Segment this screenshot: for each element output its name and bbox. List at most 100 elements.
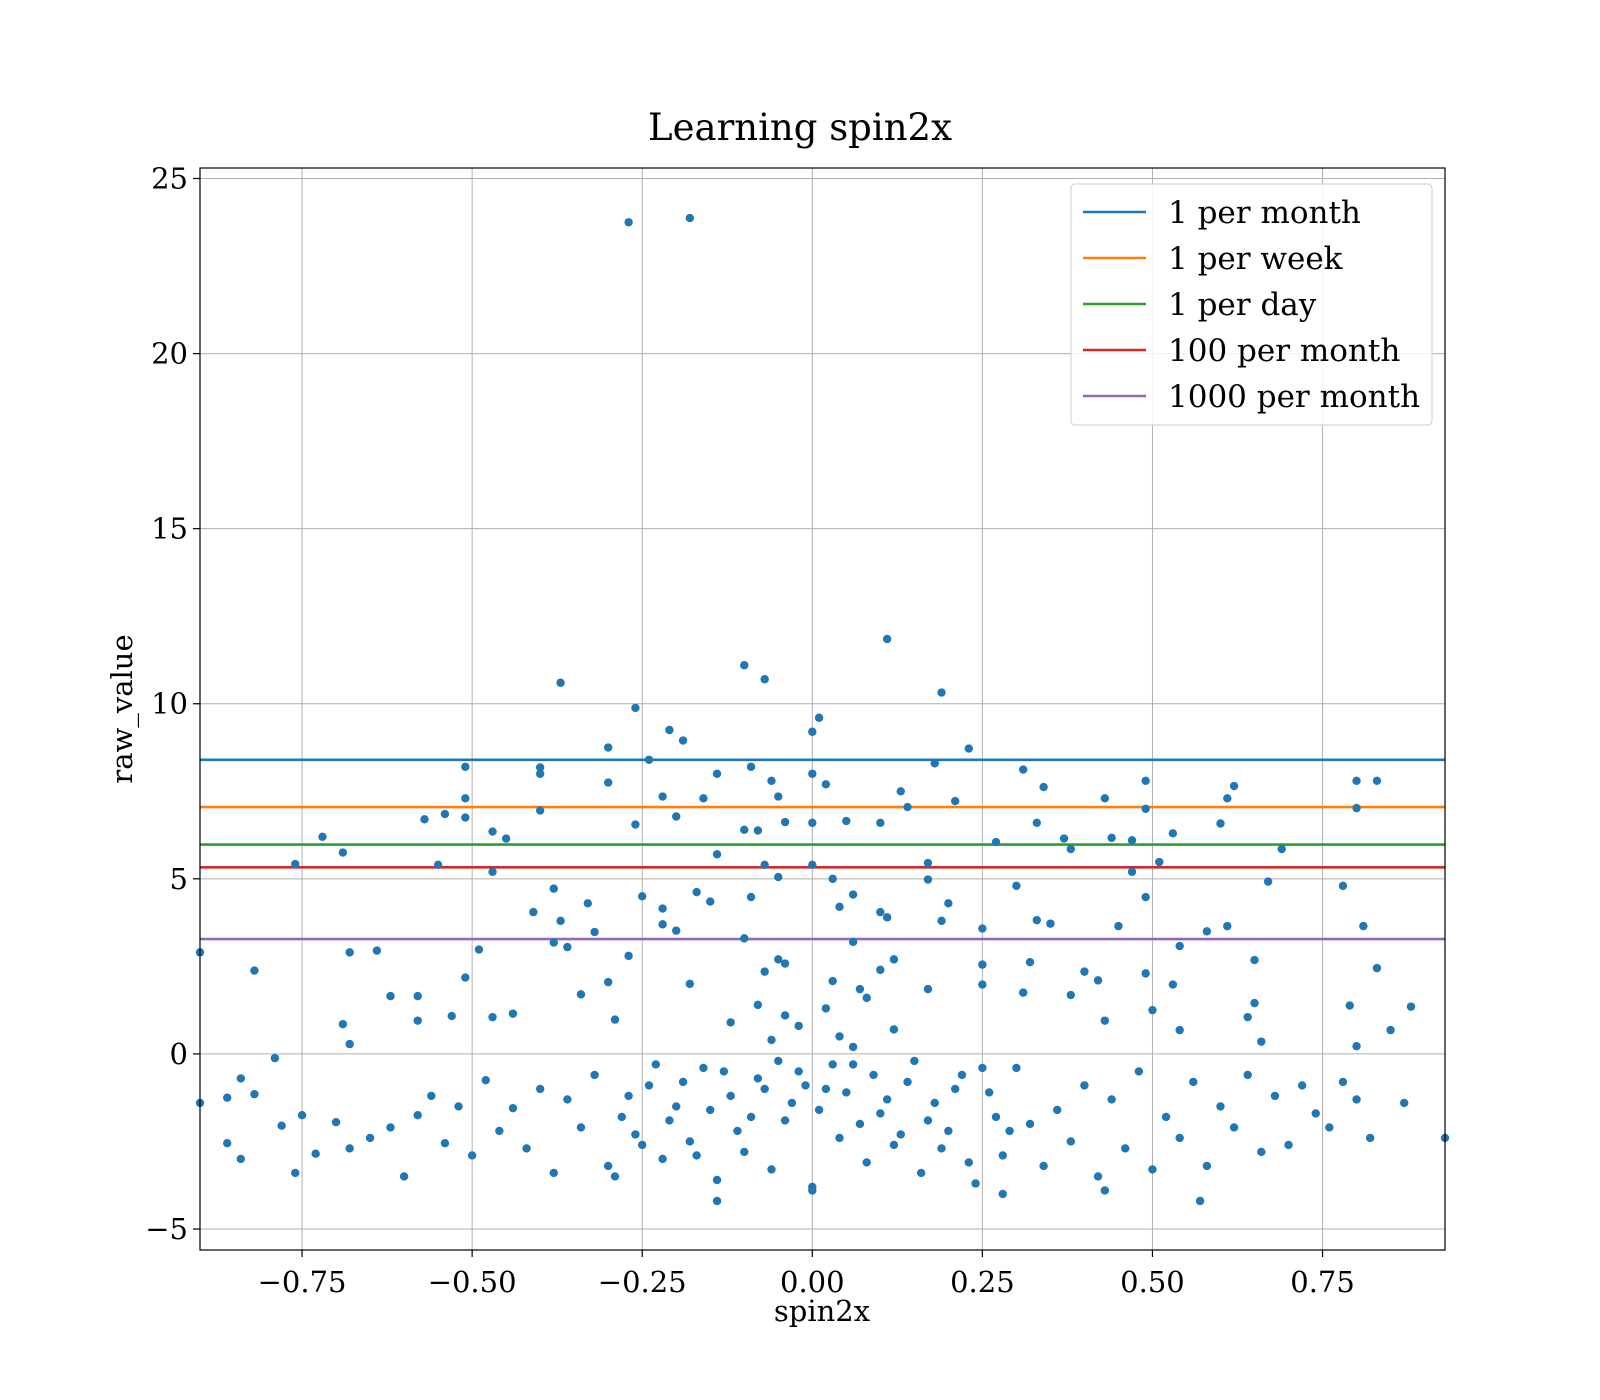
data-point [855, 984, 865, 994]
data-point [1352, 803, 1361, 813]
data-point [1352, 1042, 1361, 1051]
data-point [767, 776, 776, 785]
data-point [1223, 794, 1232, 803]
data-point [529, 907, 538, 917]
data-point [862, 1158, 871, 1167]
legend-label: 1 per day [1168, 287, 1317, 323]
data-point [427, 1091, 436, 1101]
data-point [549, 938, 558, 947]
data-points [195, 213, 1450, 1206]
data-point [1005, 1126, 1014, 1136]
data-point [774, 1056, 783, 1066]
data-point [998, 1189, 1007, 1199]
data-point [338, 848, 348, 857]
data-point [1121, 1144, 1130, 1153]
data-point [1229, 1123, 1239, 1132]
y-tick-label: 10 [151, 687, 188, 721]
y-tick-label: 0 [170, 1037, 188, 1071]
data-point [603, 1161, 613, 1171]
data-point [808, 818, 817, 828]
data-point [1141, 969, 1150, 978]
data-point [1032, 818, 1042, 828]
data-point [583, 899, 592, 908]
data-point [372, 946, 382, 955]
data-point [692, 887, 701, 897]
x-tick-label: 0.00 [780, 1265, 845, 1299]
data-point [733, 1126, 742, 1136]
data-point [1277, 844, 1286, 854]
data-point [726, 1018, 735, 1027]
data-point [1352, 776, 1361, 785]
data-point [1257, 1147, 1266, 1157]
data-point [828, 874, 837, 884]
data-point [978, 960, 987, 969]
data-point [223, 1093, 232, 1102]
threshold-lines [200, 758, 1445, 941]
legend-label: 1 per week [1168, 241, 1343, 277]
data-point [740, 1147, 749, 1157]
x-axis-label: spin2x [774, 1294, 870, 1328]
data-point [603, 743, 613, 752]
data-point [787, 1098, 797, 1108]
data-point [828, 1060, 837, 1069]
data-point [842, 1088, 851, 1097]
data-point [1066, 1137, 1076, 1146]
data-point [984, 1088, 994, 1097]
data-point [603, 778, 613, 787]
data-point [835, 1032, 844, 1041]
data-point [964, 1158, 973, 1167]
y-axis-ticks: −5 0 5 10 15 20 25 [145, 162, 200, 1246]
data-point [651, 1060, 661, 1069]
data-point [488, 867, 497, 877]
data-point [910, 1056, 919, 1066]
data-point [1202, 927, 1212, 936]
data-point [978, 980, 987, 989]
data-point [808, 769, 817, 778]
data-point [944, 1126, 953, 1136]
data-point [535, 806, 545, 815]
data-point [345, 948, 354, 957]
data-point [1053, 1105, 1062, 1115]
data-point [1080, 1081, 1089, 1090]
data-point [461, 813, 470, 822]
data-point [413, 991, 422, 1001]
data-point [1107, 833, 1116, 843]
data-point [937, 688, 946, 697]
data-point [1018, 765, 1028, 774]
data-point [991, 837, 1001, 847]
data-point [740, 825, 749, 835]
data-point [1216, 1102, 1225, 1111]
data-point [821, 1004, 831, 1013]
data-point [767, 1165, 776, 1174]
data-point [413, 1110, 422, 1120]
data-point [658, 792, 667, 801]
data-point [944, 899, 953, 908]
data-point [1270, 1091, 1280, 1101]
data-point [1100, 1016, 1110, 1025]
data-point [311, 1149, 320, 1158]
data-point [855, 1119, 865, 1129]
data-point [488, 1012, 497, 1022]
data-point [665, 725, 674, 735]
data-point [1148, 1005, 1157, 1015]
data-point [338, 1019, 348, 1029]
data-point [998, 1151, 1007, 1160]
data-point [1018, 988, 1028, 997]
data-point [808, 860, 817, 870]
data-point [740, 661, 749, 670]
data-point [1386, 1025, 1395, 1035]
data-point [1229, 781, 1239, 791]
data-point [882, 913, 892, 922]
data-point [1039, 1161, 1048, 1171]
data-point [1155, 857, 1164, 867]
data-point [876, 1109, 885, 1118]
x-tick-label: −0.25 [598, 1265, 687, 1299]
data-point [780, 817, 790, 827]
data-point [1406, 1002, 1416, 1011]
data-point [821, 780, 831, 789]
data-point [923, 1116, 933, 1125]
data-point [699, 794, 708, 803]
data-point [746, 1112, 756, 1122]
